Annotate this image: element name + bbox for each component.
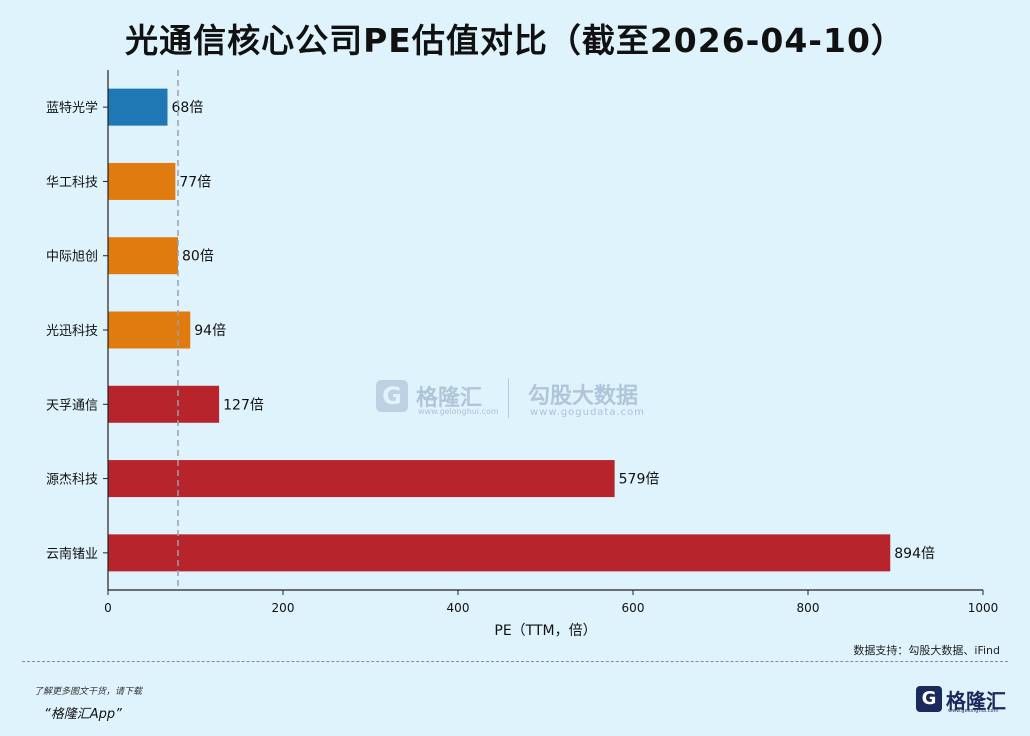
y-tick-label: 天孚通信: [46, 398, 98, 413]
data-source-note: 数据支持：勾股大数据、iFind: [853, 644, 1000, 657]
bar: [108, 311, 191, 349]
watermark-brand-url: www.gelonghui.com: [418, 407, 499, 416]
footer-brand-url: www.gelonghui.com: [948, 708, 999, 714]
watermark-divider: [508, 378, 509, 418]
y-tick-label: 光迅科技: [46, 324, 98, 339]
bar-value-label: 77倍: [179, 174, 211, 190]
bar-value-label: 579倍: [619, 472, 660, 488]
y-tick-label: 华工科技: [46, 175, 98, 190]
footer-app-name: “格隆汇App”: [44, 707, 122, 722]
y-tick-label: 中际旭创: [46, 250, 98, 265]
bar-value-label: 894倍: [894, 546, 935, 562]
bar: [108, 534, 891, 572]
bar-value-label: 68倍: [172, 100, 204, 116]
chart-title: 光通信核心公司PE估值对比（截至2026-04-10）: [125, 21, 905, 60]
watermark-partner: 勾股大数据: [528, 384, 639, 409]
bar: [108, 460, 615, 498]
bar-value-label: 80倍: [182, 249, 214, 265]
watermark-partner-url: www.gogudata.com: [530, 407, 646, 418]
footer-divider: [22, 661, 1008, 662]
x-tick-label: 200: [272, 601, 295, 615]
bar: [108, 88, 168, 126]
footer-note: 了解更多图文干货，请下载: [34, 687, 143, 697]
watermark-brand: 格隆汇: [416, 386, 483, 411]
y-tick-label: 云南锗业: [46, 546, 98, 562]
x-tick-label: 800: [797, 601, 820, 615]
gelonghui-watermark-logo-icon: G: [376, 380, 408, 412]
y-tick-label: 源杰科技: [46, 473, 98, 488]
x-tick-label: 400: [447, 601, 470, 615]
bar-value-label: 94倍: [194, 323, 226, 339]
y-tick-label: 蓝特光学: [46, 100, 98, 116]
x-tick-label: 0: [104, 601, 112, 615]
gelonghui-logo-icon: G: [916, 686, 942, 712]
bar: [108, 237, 178, 275]
bar: [108, 385, 220, 423]
x-tick-label: 600: [622, 601, 645, 615]
bar-value-label: 127倍: [223, 397, 264, 413]
bar: [108, 162, 176, 200]
footer-brand: 格隆汇: [946, 689, 1006, 713]
bar-chart: 68倍 蓝特光学 77倍 华工科技 80倍 中际旭创 94倍 光迅科技 127倍 天孚通信 579倍…: [46, 70, 999, 639]
x-tick-label: 1000: [968, 601, 999, 615]
x-axis-label: PE（TTM，倍）: [494, 623, 596, 639]
